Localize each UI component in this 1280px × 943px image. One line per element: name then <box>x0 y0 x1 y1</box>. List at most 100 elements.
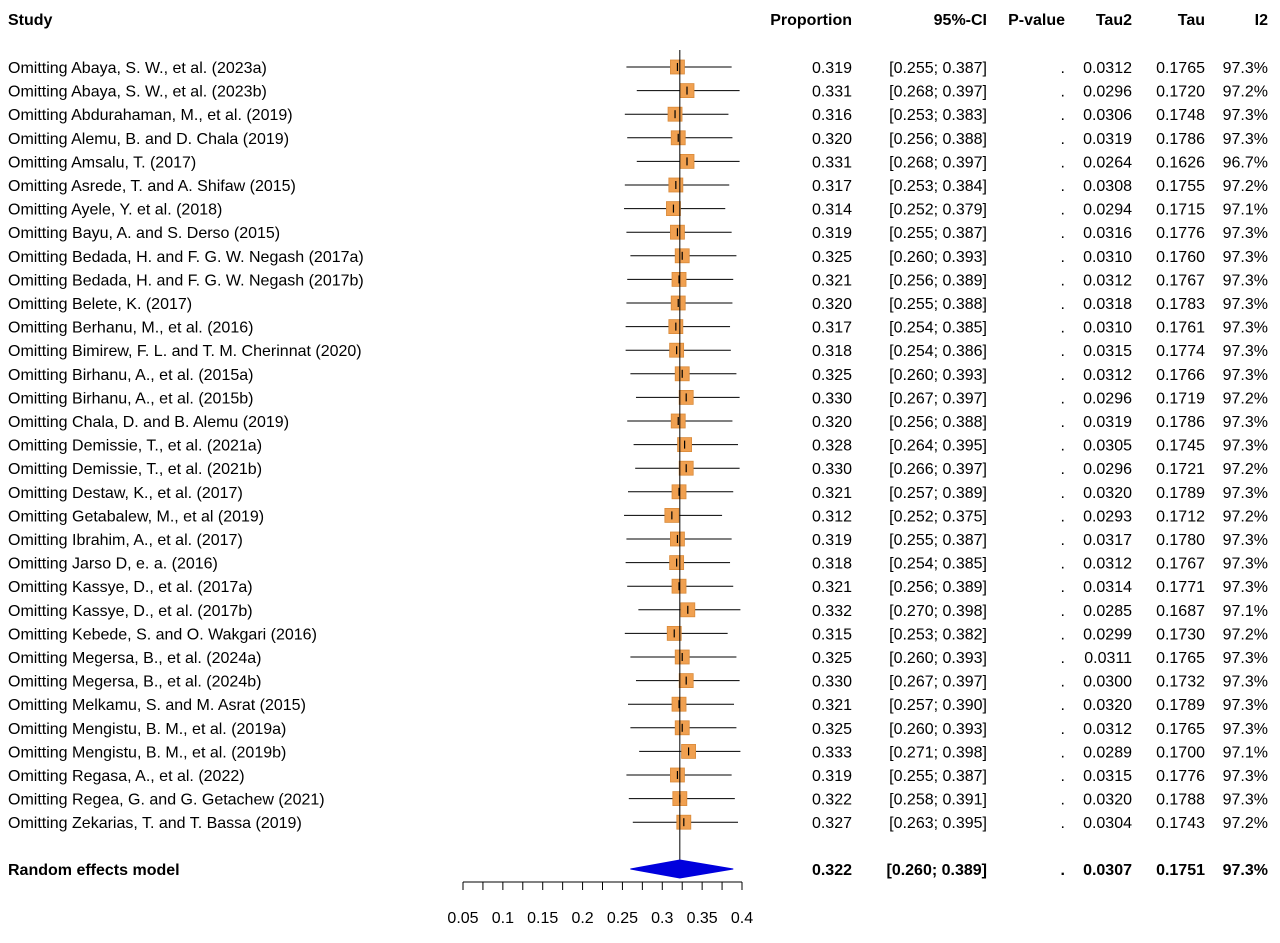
study-label: Omitting Zekarias, T. and T. Bassa (2019… <box>8 815 302 832</box>
proportion-value: 0.320 <box>812 131 852 148</box>
study-row: Omitting Asrede, T. and A. Shifaw (2015)… <box>8 177 1268 195</box>
proportion-value: 0.330 <box>812 461 852 478</box>
tau2-value: 0.0299 <box>1083 626 1132 643</box>
study-row: Omitting Ayele, Y. et al. (2018) 0.314 [0.… <box>8 201 1268 219</box>
ci-value: [0.260; 0.393] <box>889 249 987 266</box>
tau2-value: 0.0312 <box>1083 721 1132 738</box>
tau2-value: 0.0318 <box>1083 296 1132 313</box>
pvalue-value: . <box>1061 249 1065 266</box>
tau2-value: 0.0320 <box>1083 792 1132 809</box>
tau2-value: 0.0312 <box>1083 272 1132 289</box>
ci-value: [0.255; 0.387] <box>889 60 987 77</box>
tau2-value: 0.0296 <box>1083 461 1132 478</box>
proportion-value: 0.333 <box>812 744 852 761</box>
ci-value: [0.260; 0.393] <box>889 721 987 738</box>
tau-value: 0.1760 <box>1156 249 1205 266</box>
tau-value: 0.1776 <box>1156 768 1205 785</box>
i2-value: 97.3% <box>1223 320 1268 337</box>
tau2-value: 0.0296 <box>1083 390 1132 407</box>
proportion-value: 0.322 <box>812 792 852 809</box>
study-label: Omitting Megersa, B., et al. (2024b) <box>8 674 261 691</box>
study-row: Omitting Megersa, B., et al. (2024a) 0.32… <box>8 649 1268 667</box>
ci-value: [0.271; 0.398] <box>889 744 987 761</box>
tau-value: 0.1786 <box>1156 131 1205 148</box>
pvalue-value: . <box>1061 650 1065 667</box>
study-label: Omitting Destaw, K., et al. (2017) <box>8 485 243 502</box>
tick-label: 0.3 <box>651 910 673 927</box>
ci-value: [0.256; 0.389] <box>889 579 987 596</box>
tau-value: 0.1789 <box>1156 485 1205 502</box>
i2-value: 97.3% <box>1223 131 1268 148</box>
pooled-row: Random effects model 0.322 [0.260; 0.389].… <box>8 859 1268 879</box>
i2-value: 97.3% <box>1223 768 1268 785</box>
tau2-value: 0.0312 <box>1083 367 1132 384</box>
pooled-proportion: 0.322 <box>812 862 852 879</box>
tau2-value: 0.0319 <box>1083 131 1132 148</box>
tick-label: 0.25 <box>607 910 638 927</box>
study-row: Omitting Melkamu, S. and M. Asrat (2015)… <box>8 696 1268 714</box>
ci-value: [0.253; 0.384] <box>889 178 987 195</box>
study-row: Omitting Bedada, H. and F. G. W. Negash … <box>8 248 1268 266</box>
tau-value: 0.1761 <box>1156 320 1205 337</box>
i2-value: 97.3% <box>1223 225 1268 242</box>
tau-value: 0.1745 <box>1156 438 1205 455</box>
tau-value: 0.1719 <box>1156 390 1205 407</box>
study-row: Omitting Belete, K. (2017) 0.320 [0.255; 0… <box>8 295 1268 313</box>
header-pvalue: P-value <box>1008 12 1065 29</box>
pooled-ci: [0.260; 0.389] <box>886 862 987 879</box>
study-row: Omitting Abdurahaman, M., et al. (2019) 0… <box>8 106 1268 124</box>
tau-value: 0.1720 <box>1156 84 1205 101</box>
tau-value: 0.1789 <box>1156 697 1205 714</box>
proportion-value: 0.319 <box>812 60 852 77</box>
pvalue-value: . <box>1061 84 1065 101</box>
i2-value: 97.3% <box>1223 249 1268 266</box>
pooled-diamond <box>630 859 734 879</box>
study-label: Omitting Abdurahaman, M., et al. (2019) <box>8 107 293 124</box>
study-label: Omitting Kassye, D., et al. (2017b) <box>8 603 253 620</box>
study-row: Omitting Chala, D. and B. Alemu (2019) 0.… <box>8 413 1268 431</box>
tau2-value: 0.0317 <box>1083 532 1132 549</box>
ci-value: [0.266; 0.397] <box>889 461 987 478</box>
i2-value: 97.1% <box>1223 603 1268 620</box>
tau-value: 0.1765 <box>1156 721 1205 738</box>
pooled-pvalue: . <box>1061 862 1065 879</box>
study-label: Omitting Abaya, S. W., et al. (2023a) <box>8 60 267 77</box>
pvalue-value: . <box>1061 674 1065 691</box>
proportion-value: 0.312 <box>812 508 852 525</box>
proportion-value: 0.319 <box>812 225 852 242</box>
ci-value: [0.256; 0.388] <box>889 414 987 431</box>
header-proportion: Proportion <box>770 12 852 29</box>
proportion-value: 0.317 <box>812 320 852 337</box>
i2-value: 97.2% <box>1223 461 1268 478</box>
proportion-value: 0.318 <box>812 343 852 360</box>
tick-label: 0.4 <box>731 910 753 927</box>
study-label: Omitting Ibrahim, A., et al. (2017) <box>8 532 243 549</box>
proportion-value: 0.320 <box>812 414 852 431</box>
tau2-value: 0.0316 <box>1083 225 1132 242</box>
i2-value: 97.3% <box>1223 556 1268 573</box>
pvalue-value: . <box>1061 508 1065 525</box>
i2-value: 97.3% <box>1223 414 1268 431</box>
tau2-value: 0.0315 <box>1083 343 1132 360</box>
study-row: Omitting Bedada, H. and F. G. W. Negash … <box>8 271 1268 289</box>
study-row: Omitting Destaw, K., et al. (2017) 0.321 [… <box>8 484 1268 502</box>
tau2-value: 0.0296 <box>1083 84 1132 101</box>
study-rows: Omitting Abaya, S. W., et al. (2023a) 0.3… <box>8 50 1268 869</box>
study-row: Omitting Kassye, D., et al. (2017b) 0.332… <box>8 602 1268 620</box>
study-label: Omitting Abaya, S. W., et al. (2023b) <box>8 84 267 101</box>
ci-value: [0.254; 0.385] <box>889 556 987 573</box>
i2-value: 97.2% <box>1223 626 1268 643</box>
tau-value: 0.1771 <box>1156 579 1205 596</box>
study-label: Omitting Birhanu, A., et al. (2015a) <box>8 367 253 384</box>
pvalue-value: . <box>1061 343 1065 360</box>
tau-value: 0.1721 <box>1156 461 1205 478</box>
study-label: Omitting Bedada, H. and F. G. W. Negash … <box>8 249 364 266</box>
study-label: Omitting Melkamu, S. and M. Asrat (2015) <box>8 697 306 714</box>
study-label: Omitting Mengistu, B. M., et al. (2019a) <box>8 721 286 738</box>
pooled-tau2: 0.0307 <box>1083 862 1132 879</box>
pvalue-value: . <box>1061 768 1065 785</box>
study-row: Omitting Regea, G. and G. Getachew (2021… <box>8 791 1268 809</box>
ci-value: [0.255; 0.387] <box>889 532 987 549</box>
header-i2: I2 <box>1255 12 1268 29</box>
